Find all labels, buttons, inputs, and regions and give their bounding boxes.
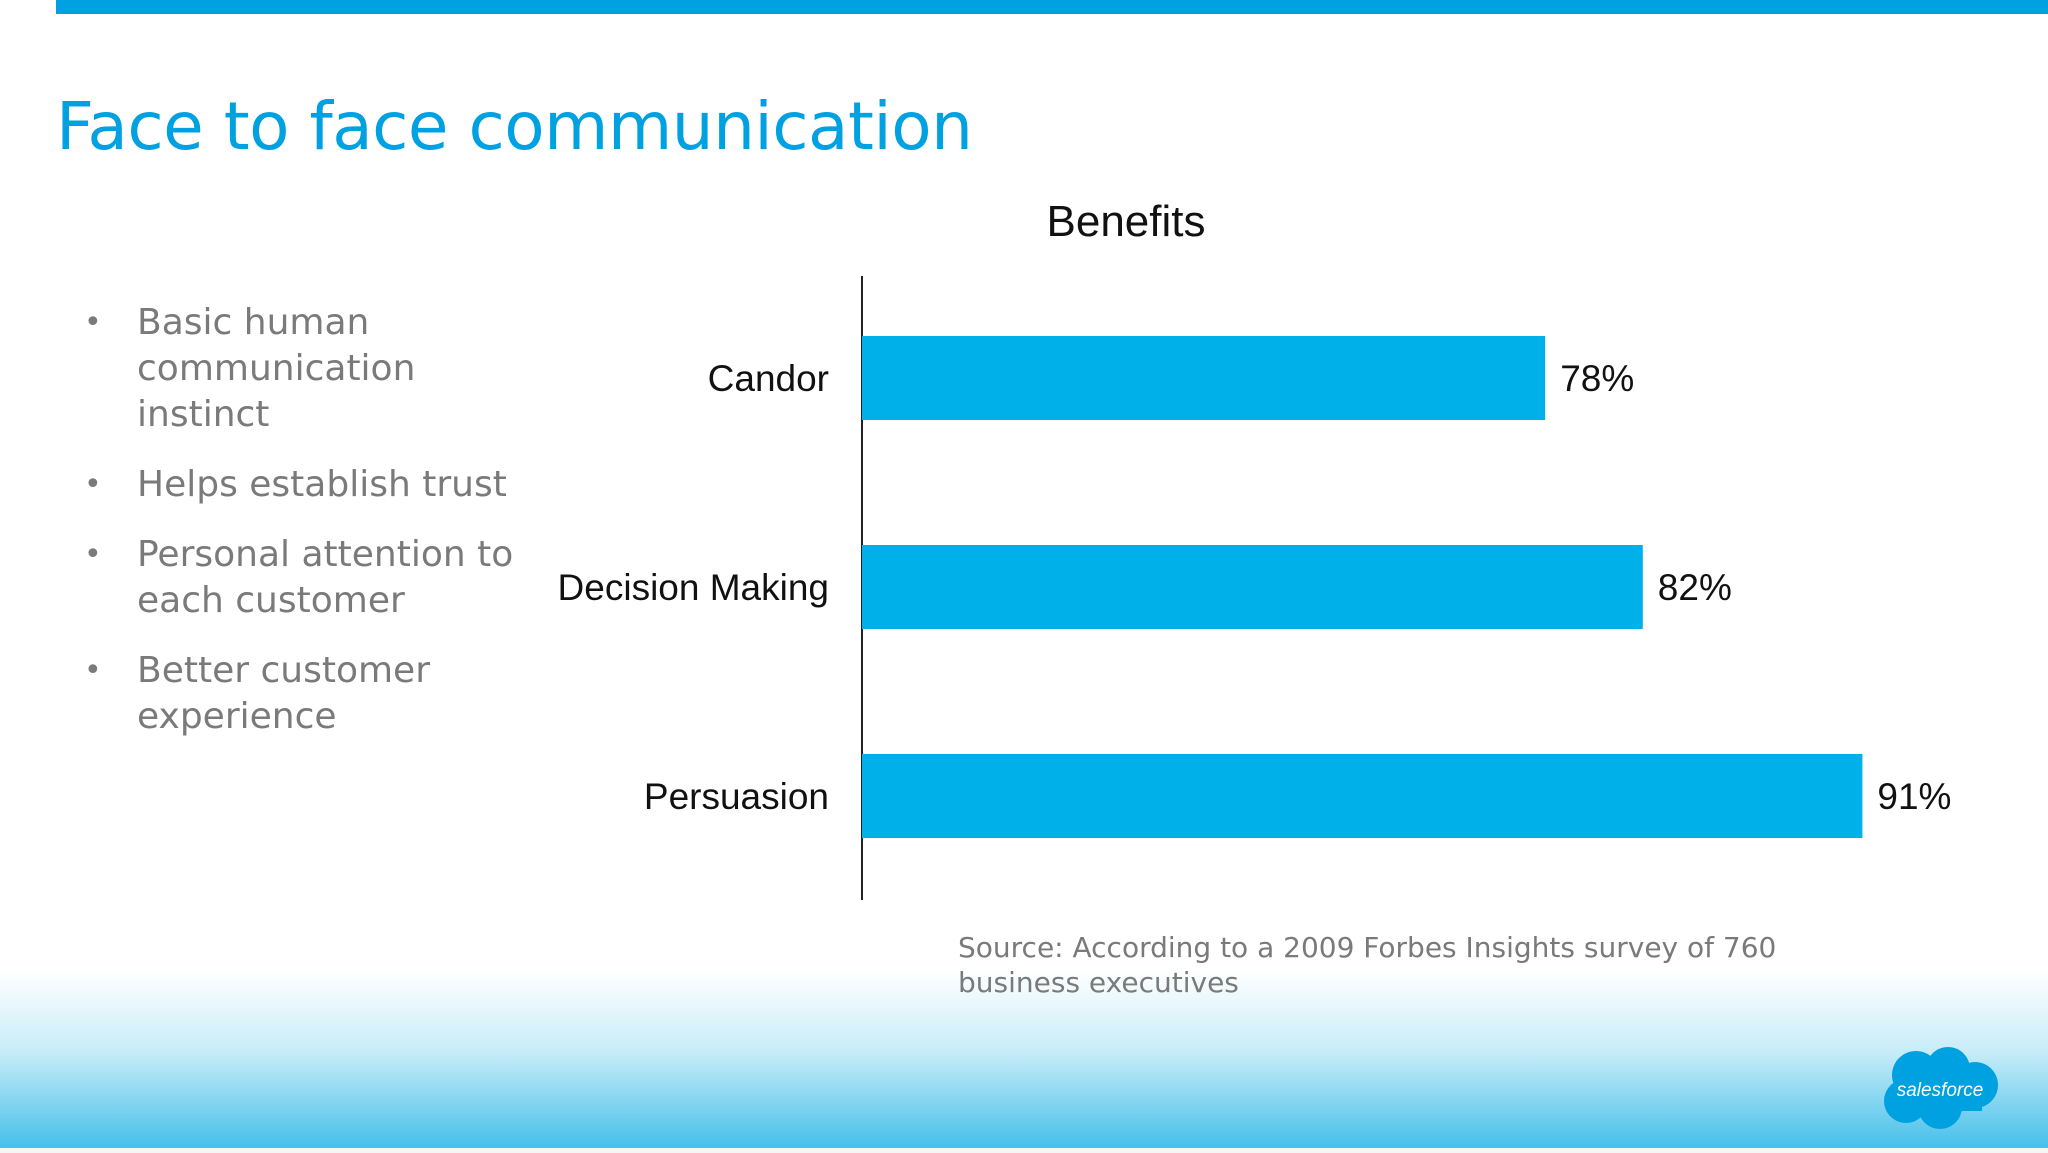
category-label: Decision Making: [558, 567, 829, 608]
chart-title: Benefits: [1047, 197, 1206, 246]
salesforce-logo: salesforce: [1884, 1047, 1998, 1129]
bullet-text: Personal attention to each customer: [137, 534, 514, 621]
value-label: 82%: [1658, 567, 1732, 608]
bullet-item: • Better customer experience: [84, 648, 524, 740]
value-label: 91%: [1877, 776, 1951, 817]
bullet-list: • Basic human communication instinct • Hel…: [84, 300, 524, 764]
bullet-item: • Personal attention to each customer: [84, 532, 524, 624]
slide-title: Face to face communication: [56, 88, 973, 165]
bar-candor: [862, 336, 1546, 420]
logo-text: salesforce: [1897, 1080, 1984, 1101]
bullet-text: Basic human communication instinct: [137, 302, 416, 435]
value-label: 78%: [1560, 358, 1634, 399]
bullet-text: Helps establish trust: [137, 464, 507, 505]
category-label: Persuasion: [644, 776, 829, 817]
top-accent-bar: [56, 0, 2048, 14]
bullet-text: Better customer experience: [137, 650, 430, 737]
bullet-dot-icon: •: [84, 653, 102, 688]
bullet-item: • Helps establish trust: [84, 462, 524, 508]
bar-persuasion: [862, 754, 1863, 838]
category-label: Candor: [708, 358, 829, 399]
bullet-dot-icon: •: [84, 537, 102, 572]
chart-bars: Candor 78% Decision Making 82% Persuasion 91%: [558, 336, 1951, 838]
bullet-item: • Basic human communication instinct: [84, 300, 524, 438]
bullet-dot-icon: •: [84, 467, 102, 502]
bar-decision-making: [862, 545, 1643, 629]
bottom-strip: [0, 1148, 2048, 1153]
bottom-gradient-band: [0, 970, 2048, 1153]
source-note: Source: According to a 2009 Forbes Insig…: [958, 931, 1777, 999]
bullet-dot-icon: •: [84, 305, 102, 340]
